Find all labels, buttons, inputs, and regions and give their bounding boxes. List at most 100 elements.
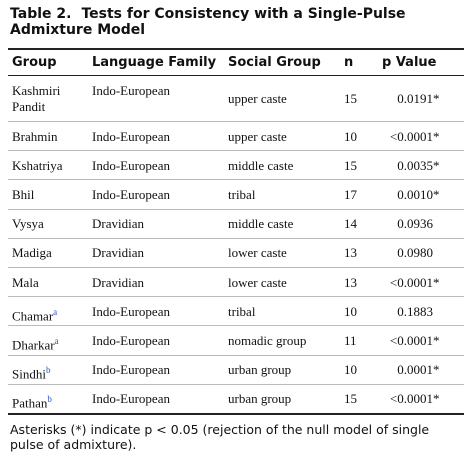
- social-cell: urban group: [228, 362, 292, 378]
- group-name: Bhil: [12, 187, 35, 202]
- group-cell: Mala: [12, 275, 84, 291]
- n-cell: 13: [344, 245, 357, 261]
- footnote-marker: b: [47, 394, 52, 405]
- p-cell: <0.0001: [389, 274, 433, 290]
- language-cell: Indo-European: [92, 391, 170, 407]
- p-cell: <0.0001: [389, 391, 433, 407]
- significance-mark: *: [433, 362, 440, 378]
- group-name: Madiga: [12, 245, 52, 261]
- table-label: Table 2.: [10, 6, 72, 22]
- group-cell: Dharkara: [12, 333, 84, 353]
- language-cell: Indo-European: [92, 333, 170, 348]
- row-divider: [8, 179, 464, 181]
- p-cell: 0.1883: [397, 303, 433, 319]
- p-cell: <0.0001: [389, 333, 433, 348]
- social-cell: tribal: [228, 187, 256, 202]
- p-cell: <0.0001: [389, 128, 433, 144]
- language-cell: Indo-European: [92, 303, 170, 319]
- n-cell: 13: [344, 274, 357, 290]
- group-cell: Madiga: [12, 245, 84, 261]
- header-cell: Group: [12, 55, 57, 70]
- p-cell: 0.0191: [397, 90, 433, 106]
- table-title: Table 2. Tests for Consistency with a Sin…: [10, 6, 460, 38]
- p-cell: 0.0980: [397, 245, 433, 261]
- group-cell: Kshatriya: [12, 158, 84, 174]
- footnote-marker: b: [45, 365, 51, 376]
- footnote-marker: a: [54, 336, 59, 346]
- n-cell: 15: [344, 90, 357, 106]
- n-cell: 17: [344, 187, 357, 202]
- group-cell: Bhil: [12, 187, 84, 203]
- social-cell: middle caste: [228, 216, 294, 232]
- social-cell: nomadic group: [228, 333, 307, 348]
- row-divider: [8, 325, 464, 327]
- footnote: Asterisks (*) indicate p < 0.05 (rejecti…: [10, 422, 430, 452]
- top-rule: [8, 48, 464, 50]
- language-cell: Indo-European: [92, 82, 170, 98]
- significance-mark: *: [433, 391, 440, 407]
- row-divider: [8, 354, 464, 356]
- group-name: Vysya: [12, 216, 44, 232]
- group-cell: Pathanb: [12, 391, 84, 411]
- header-cell: Language Family: [92, 55, 217, 70]
- n-cell: 15: [344, 157, 357, 173]
- social-cell: lower caste: [228, 245, 287, 261]
- row-divider: [8, 208, 464, 210]
- row-divider: [8, 267, 464, 268]
- group-name: Mala: [12, 274, 39, 290]
- group-cell: Chamara: [12, 304, 84, 324]
- header-cell: n: [344, 55, 354, 70]
- significance-mark: *: [433, 157, 440, 173]
- language-cell: Indo-European: [92, 128, 170, 144]
- header-cell: Social Group: [228, 55, 321, 70]
- n-cell: 11: [344, 333, 357, 348]
- n-cell: 10: [344, 128, 357, 144]
- n-cell: 10: [344, 303, 357, 319]
- group-name: Dharkar: [12, 337, 55, 353]
- p-cell: 0.0936: [397, 216, 433, 232]
- header-rule: [8, 75, 464, 76]
- n-cell: 10: [344, 362, 357, 378]
- social-cell: urban group: [228, 391, 292, 407]
- social-cell: upper caste: [228, 128, 287, 144]
- language-cell: Indo-European: [92, 187, 170, 202]
- n-cell: 15: [344, 391, 357, 407]
- language-cell: Indo-European: [92, 362, 170, 378]
- group-cell: Sindhib: [12, 362, 84, 382]
- language-cell: Dravidian: [92, 216, 144, 232]
- row-divider: [8, 150, 464, 152]
- p-cell: 0.0010: [397, 187, 433, 202]
- group-cell: Brahmin: [12, 129, 84, 145]
- group-name: Sindhi: [12, 366, 46, 382]
- group-name: Kashmiri Pandit: [12, 83, 61, 114]
- social-cell: lower caste: [228, 274, 287, 290]
- group-name: Pathan: [12, 395, 48, 411]
- language-cell: Dravidian: [92, 274, 144, 290]
- row-divider: [8, 237, 464, 239]
- social-cell: upper caste: [228, 90, 287, 106]
- group-name: Brahmin: [12, 128, 58, 144]
- significance-mark: *: [433, 90, 440, 106]
- social-cell: tribal: [228, 303, 256, 319]
- footnote-marker: a: [53, 306, 58, 317]
- row-divider: [8, 296, 464, 298]
- p-cell: 0.0001: [397, 362, 433, 378]
- bottom-rule: [8, 413, 464, 415]
- social-cell: middle caste: [228, 157, 294, 173]
- language-cell: Dravidian: [92, 245, 144, 261]
- row-divider: [8, 121, 464, 122]
- language-cell: Indo-European: [92, 157, 170, 173]
- group-name: Chamar: [12, 308, 54, 324]
- significance-mark: *: [433, 187, 440, 202]
- group-cell: Kashmiri Pandit: [12, 83, 84, 115]
- group-name: Kshatriya: [12, 157, 63, 173]
- n-cell: 14: [344, 216, 357, 232]
- header-cell: p Value: [382, 55, 437, 70]
- row-divider: [8, 383, 464, 385]
- title-text: Tests for Consistency with a Single-Puls…: [10, 6, 406, 38]
- group-cell: Vysya: [12, 216, 84, 232]
- significance-mark: *: [433, 128, 440, 144]
- p-cell: 0.0035: [397, 157, 433, 173]
- significance-mark: *: [433, 333, 440, 348]
